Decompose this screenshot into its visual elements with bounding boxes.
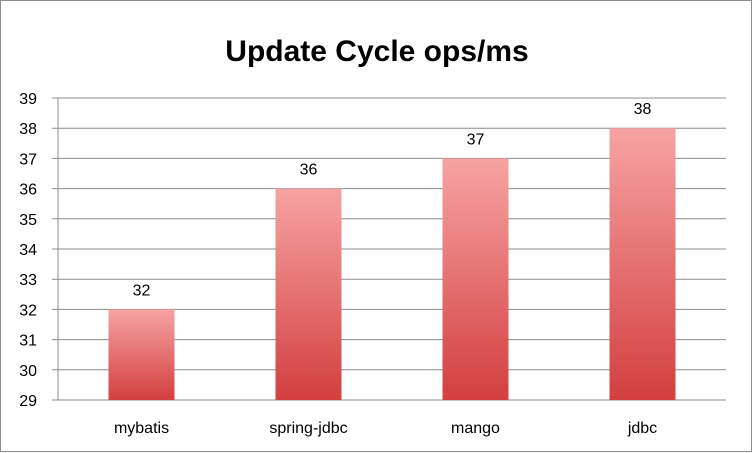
data-label-jdbc: 38: [634, 101, 652, 118]
data-label-mango: 37: [467, 131, 485, 148]
bar-mybatis: [108, 309, 175, 400]
y-tick-label-39: 39: [19, 91, 37, 108]
bars: [108, 128, 676, 400]
bar-spring-jdbc: [275, 188, 342, 400]
bar-mango: [442, 158, 509, 400]
data-label-mybatis: 32: [133, 282, 151, 299]
chart-title: Update Cycle ops/ms: [225, 35, 528, 68]
y-tick-labels: 29 30 31 32 33 34 35 36 37 38 39: [19, 91, 37, 410]
data-label-spring-jdbc: 36: [300, 162, 318, 179]
x-tick-label-mango: mango: [451, 420, 500, 437]
x-tick-label-mybatis: mybatis: [114, 420, 169, 437]
y-tick-label-30: 30: [19, 363, 37, 380]
x-tick-labels: mybatis spring-jdbc mango jdbc: [114, 420, 657, 437]
y-tick-label-33: 33: [19, 272, 37, 289]
y-tick-label-38: 38: [19, 121, 37, 138]
y-tick-label-34: 34: [19, 242, 37, 259]
data-labels: 32 36 37 38: [133, 101, 652, 299]
bar-jdbc: [609, 128, 676, 400]
x-tick-label-spring-jdbc: spring-jdbc: [269, 420, 347, 437]
y-tick-label-32: 32: [19, 302, 37, 319]
y-tick-label-37: 37: [19, 151, 37, 168]
y-tick-label-35: 35: [19, 212, 37, 229]
y-tick-label-29: 29: [19, 393, 37, 410]
y-tick-label-31: 31: [19, 333, 37, 350]
x-tick-label-jdbc: jdbc: [627, 420, 657, 437]
y-tick-label-36: 36: [19, 182, 37, 199]
